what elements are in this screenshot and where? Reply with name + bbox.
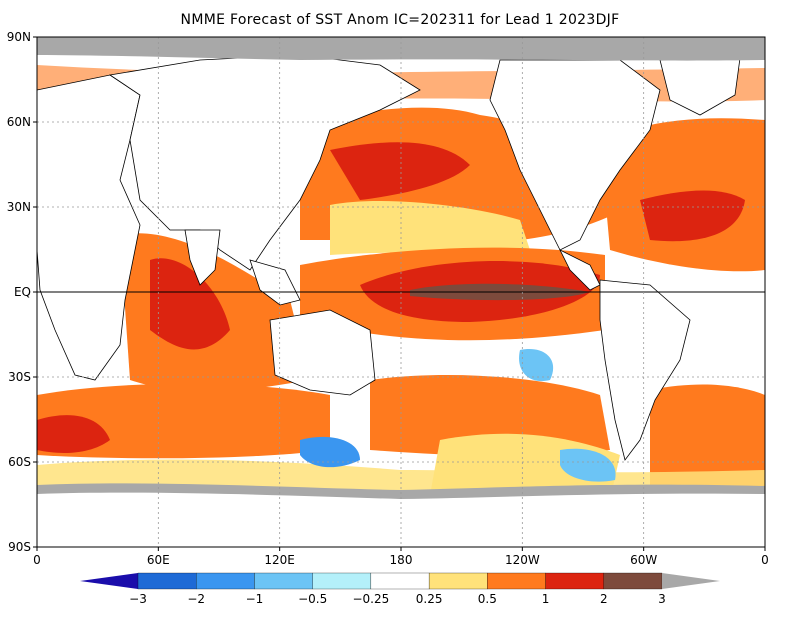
- lon-tick-label: 0: [33, 553, 41, 567]
- colorbar-bin: [137, 572, 197, 590]
- colorbar-label: −1: [246, 592, 264, 606]
- lat-tick-label: 60S: [8, 455, 31, 469]
- colorbar-bin: [487, 572, 546, 590]
- colorbar-label: 0.5: [478, 592, 497, 606]
- lat-tick-label: 90N: [7, 30, 31, 44]
- lon-tick-label: 120W: [505, 553, 540, 567]
- lat-tick-label: 30N: [7, 200, 31, 214]
- colorbar-bin-low: [80, 573, 138, 589]
- latitude-ticks: 90N 60N 30N EQ 30S 60S 90S: [7, 30, 37, 554]
- lon-tick-label: 180: [390, 553, 413, 567]
- colorbar-label: 1: [542, 592, 550, 606]
- lat-tick-label: 30S: [8, 370, 31, 384]
- colorbar-bin: [312, 572, 372, 590]
- sst-field: [37, 37, 765, 547]
- longitude-ticks: 0 60E 120E 180 120W 60W 0: [33, 547, 769, 567]
- colorbar-bin: [370, 572, 430, 590]
- colorbar-label: −3: [129, 592, 147, 606]
- lat-tick-label: 60N: [7, 115, 31, 129]
- lat-tick-label: 90S: [8, 540, 31, 554]
- colorbar-bin: [545, 572, 604, 590]
- colorbar-bin: [428, 572, 488, 590]
- lon-tick-label: 60E: [147, 553, 170, 567]
- colorbar-label: −0.5: [298, 592, 327, 606]
- colorbar-bin-high: [662, 573, 720, 589]
- colorbar-label: 0.25: [416, 592, 443, 606]
- colorbar-label: 3: [658, 592, 666, 606]
- colorbar-bin: [254, 572, 313, 590]
- lon-tick-label: 0: [761, 553, 769, 567]
- colorbar-bin: [196, 572, 255, 590]
- colorbar-bin: [603, 572, 663, 590]
- grid-lines: [37, 37, 765, 547]
- lon-tick-label: 60W: [630, 553, 657, 567]
- colorbar-label: −2: [187, 592, 205, 606]
- lat-tick-label: EQ: [14, 285, 31, 299]
- map-title: NMME Forecast of SST Anom IC=202311 for …: [181, 12, 620, 28]
- colorbar-label: 2: [600, 592, 608, 606]
- lon-tick-label: 120E: [264, 553, 295, 567]
- colorbar: −3 −2 −1 −0.5 −0.25 0.25 0.5 1 2 3: [80, 572, 720, 606]
- colorbar-label: −0.25: [352, 592, 389, 606]
